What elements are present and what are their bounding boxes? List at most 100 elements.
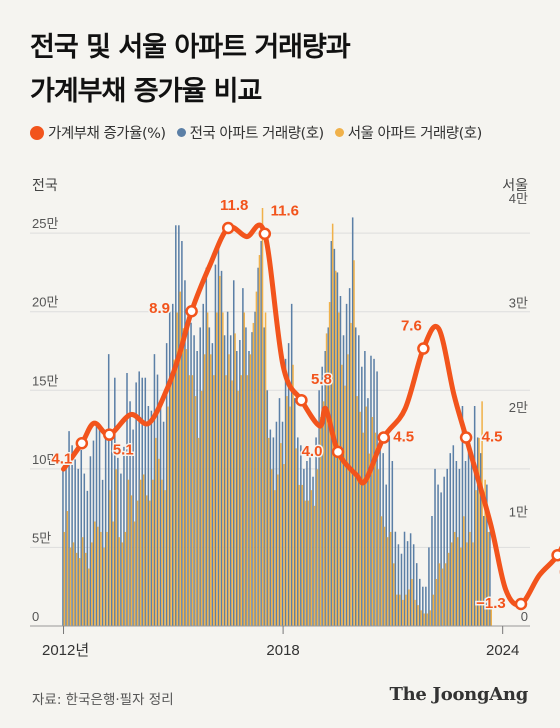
nation-bar [229, 335, 232, 626]
seoul-bar [145, 495, 148, 626]
seoul-bar [97, 526, 99, 626]
nation-bar [110, 434, 113, 626]
nation-bar [184, 280, 186, 626]
seoul-bar [185, 349, 188, 626]
nation-bar [351, 217, 354, 626]
seoul-bar [389, 531, 392, 626]
nation-bar [132, 429, 134, 626]
nation-bar [406, 541, 409, 626]
seoul-bar [420, 610, 422, 626]
seoul-bar [283, 464, 285, 626]
seoul-bar [216, 312, 218, 626]
nation-bar [278, 398, 281, 626]
nation-bar [400, 553, 403, 626]
seoul-bar [292, 364, 294, 626]
seoul-bar [228, 354, 230, 626]
nation-bar [391, 461, 394, 626]
nation-bar [144, 377, 147, 626]
seoul-bar [310, 490, 313, 626]
legend-swatch-nation [176, 128, 186, 137]
nation-bar [306, 461, 308, 626]
seoul-bar [212, 375, 215, 626]
seoul-bar [322, 401, 325, 626]
nation-bar [77, 468, 79, 626]
seoul-bar [469, 531, 471, 626]
nation-bar [409, 533, 412, 626]
nation-bar [434, 468, 436, 626]
nation-bar [196, 351, 198, 626]
seoul-bar [127, 479, 130, 626]
nation-bar [342, 335, 345, 626]
seoul-bar [481, 401, 483, 626]
seoul-bar [368, 453, 371, 626]
nation-bar [290, 303, 293, 626]
seoul-bar [158, 458, 160, 626]
nation-bar [171, 303, 174, 626]
nation-bar [373, 358, 375, 626]
nation-bar [470, 461, 473, 626]
nation-bar [89, 456, 92, 626]
title-line-1: 전국 및 서울 아파트 거래량과 [30, 32, 351, 63]
seoul-bar [423, 613, 425, 626]
seoul-bar [197, 437, 200, 626]
seoul-bar [490, 599, 492, 626]
seoul-bar [411, 578, 413, 626]
seoul-bar [444, 563, 447, 626]
legend-swatch-debt [30, 125, 44, 140]
seoul-bar [301, 484, 303, 626]
seoul-bar [435, 578, 438, 626]
seoul-bar [191, 375, 194, 626]
left-tick-label: 25만 [32, 216, 58, 231]
seoul-bar [356, 396, 358, 626]
debt-point [377, 431, 390, 444]
seoul-bar [395, 594, 398, 626]
nation-bar [223, 335, 226, 626]
right-tick-label: 3만 [509, 296, 528, 311]
nation-bar [257, 267, 259, 626]
seoul-bar [139, 479, 142, 626]
seoul-bar [246, 375, 249, 626]
nation-bar [178, 225, 180, 627]
seoul-bar [341, 364, 343, 626]
debt-point [185, 304, 198, 318]
nation-bar [162, 421, 165, 626]
nation-bar [385, 484, 387, 626]
nation-bar [324, 351, 326, 626]
seoul-bar [87, 568, 90, 626]
seoul-bar [155, 437, 157, 626]
seoul-bar [164, 490, 166, 626]
nation-bar [80, 450, 83, 626]
nation-bar [376, 371, 378, 626]
source-note: 자료: 한국은행·필자 정리 [32, 692, 174, 708]
debt-data-label: 5.8 [311, 371, 332, 388]
seoul-bar [487, 531, 489, 626]
seoul-bar [179, 291, 181, 626]
seoul-bar [66, 511, 69, 626]
nation-bar [467, 437, 470, 626]
nation-bar [74, 459, 76, 626]
nation-bar [483, 516, 485, 626]
seoul-bar [325, 333, 328, 626]
seoul-bar [109, 490, 111, 626]
nation-bar [245, 327, 247, 626]
debt-point [221, 221, 235, 235]
seoul-bar [459, 547, 462, 626]
seoul-bar [307, 500, 310, 626]
seoul-bar [94, 521, 96, 626]
debt-point [514, 597, 528, 611]
nation-bar [449, 453, 452, 626]
seoul-bar [243, 312, 245, 626]
nation-bar [300, 445, 302, 626]
seoul-bar [450, 542, 453, 626]
nation-bar [443, 476, 445, 626]
seoul-bar [466, 542, 468, 626]
x-tick-label: 2012년 [42, 642, 89, 659]
seoul-bar [234, 333, 236, 626]
nation-bar [367, 398, 369, 626]
nation-bar [269, 429, 272, 626]
nation-bar [168, 311, 171, 626]
seoul-bar [148, 500, 151, 626]
nation-bar [275, 421, 278, 626]
seoul-bar [151, 479, 154, 626]
